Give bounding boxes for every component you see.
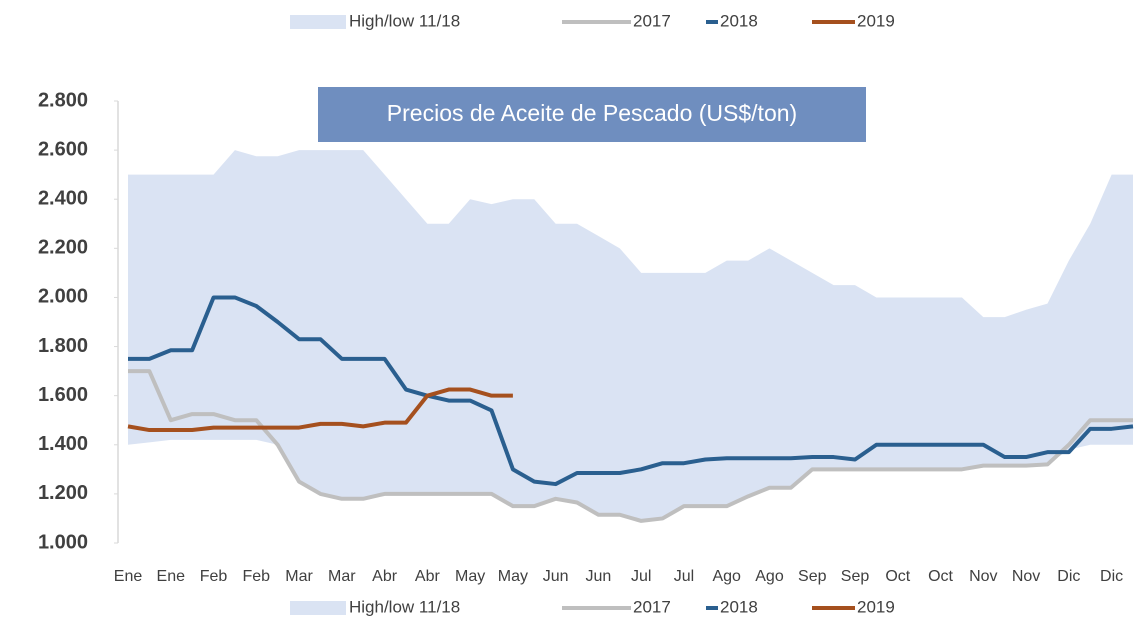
x-tick-label: Ene — [157, 568, 186, 585]
x-tick-label: Sep — [841, 568, 870, 585]
legend-label: 2017 — [633, 11, 671, 30]
x-tick-label: Nov — [969, 568, 997, 585]
x-tick-label: Oct — [928, 568, 953, 585]
y-tick-label: 1.000 — [38, 531, 88, 553]
legend-label: 2018 — [720, 597, 758, 616]
x-tick-label: Abr — [415, 568, 441, 585]
x-tick-label: Sep — [798, 568, 827, 585]
legend-label: High/low 11/18 — [349, 11, 460, 30]
high-low-band — [128, 150, 1133, 521]
series-line — [128, 369, 1133, 523]
y-tick-label: 2.800 — [38, 89, 88, 111]
x-tick-label: Jul — [631, 568, 651, 585]
x-tick-label: Ene — [114, 568, 143, 585]
legend-swatch — [290, 601, 346, 615]
x-tick-label: Mar — [285, 568, 313, 585]
x-tick-label: Ago — [712, 568, 741, 585]
x-tick-label: Jun — [543, 568, 569, 585]
x-tick-label: Mar — [328, 568, 356, 585]
y-tick-label: 2.000 — [38, 286, 88, 308]
series-line — [127, 387, 513, 433]
x-tick-label: Jul — [674, 568, 694, 585]
legend-label: 2018 — [720, 11, 758, 30]
y-tick-label: 1.200 — [38, 482, 88, 504]
x-tick-label: Nov — [1012, 568, 1040, 585]
chart-title: Precios de Aceite de Pescado (US$/ton) — [387, 100, 797, 126]
x-tick-label: May — [455, 568, 485, 585]
series-line — [128, 295, 1134, 487]
x-tick-label: Feb — [200, 568, 228, 585]
y-tick-label: 2.600 — [38, 138, 88, 160]
y-tick-label: 1.600 — [38, 384, 88, 406]
x-tick-label: Feb — [243, 568, 271, 585]
y-tick-label: 2.400 — [38, 188, 88, 210]
x-tick-label: May — [498, 568, 528, 585]
legend-label: 2019 — [857, 11, 895, 30]
y-tick-label: 2.200 — [38, 237, 88, 259]
x-tick-label: Oct — [885, 568, 910, 585]
x-tick-label: Ago — [755, 568, 784, 585]
title-box — [318, 87, 866, 142]
y-tick-label: 1.400 — [38, 433, 88, 455]
y-tick-label: 1.800 — [38, 335, 88, 357]
x-tick-label: Jun — [586, 568, 612, 585]
legend-label: 2019 — [857, 597, 895, 616]
x-tick-label: Dic — [1057, 568, 1080, 585]
legend-label: 2017 — [633, 597, 671, 616]
legend-label: High/low 11/18 — [349, 597, 460, 616]
x-tick-label: Dic — [1100, 568, 1123, 585]
legend-swatch — [290, 15, 346, 29]
x-tick-label: Abr — [372, 568, 398, 585]
